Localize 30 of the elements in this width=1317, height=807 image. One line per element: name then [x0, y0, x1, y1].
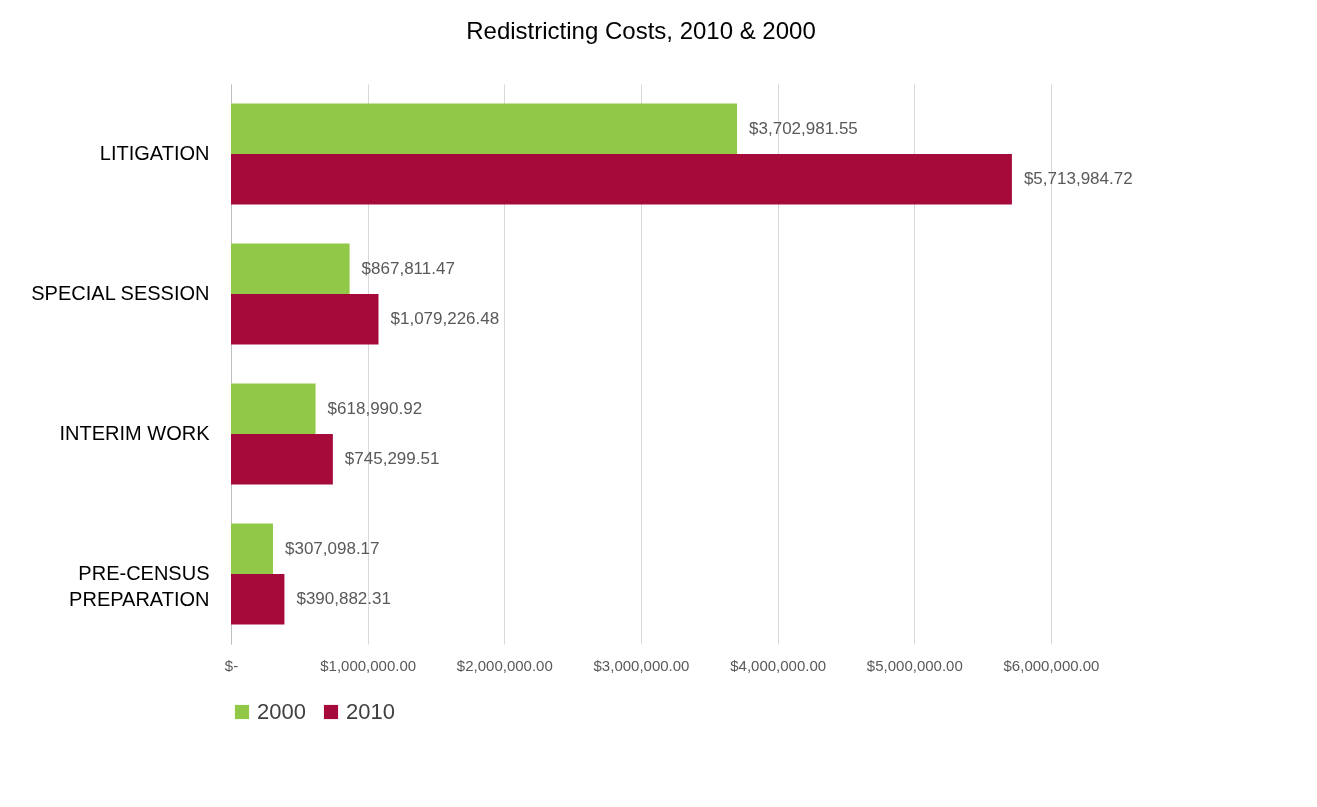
x-tick-label: $3,000,000.00 — [593, 656, 690, 674]
x-tick-label: $6,000,000.00 — [1003, 656, 1100, 674]
legend-label: 2010 — [346, 699, 395, 724]
y-tick-label: INTERIM WORK — [59, 422, 211, 444]
bar — [231, 383, 316, 434]
data-label: $3,702,981.55 — [749, 118, 858, 138]
data-label: $745,299.51 — [344, 449, 440, 469]
chart-title: Redistricting Costs, 2010 & 2000 — [466, 17, 816, 44]
data-label: $307,098.17 — [284, 538, 380, 558]
data-label: $867,811.47 — [361, 258, 455, 278]
x-tick-label: $- — [224, 656, 239, 674]
x-tick-label: $2,000,000.00 — [456, 656, 553, 674]
bar — [231, 103, 738, 154]
x-tick-label: $5,000,000.00 — [866, 656, 963, 674]
data-label: $1,079,226.48 — [390, 309, 500, 329]
bar — [231, 434, 333, 485]
x-tick-label: $1,000,000.00 — [320, 656, 417, 674]
y-tick-label: LITIGATION — [99, 142, 210, 164]
legend-label: 2000 — [257, 699, 306, 724]
data-label: $5,713,984.72 — [1023, 169, 1133, 189]
bar — [231, 523, 273, 574]
bar — [231, 154, 1012, 205]
bar — [231, 243, 350, 294]
y-tick-label: PRE-CENSUS PREPARATION — [69, 562, 210, 610]
data-label: $390,882.31 — [296, 589, 391, 609]
bar — [231, 574, 285, 625]
data-label: $618,990.92 — [327, 398, 423, 418]
bar — [231, 294, 379, 345]
x-tick-label: $4,000,000.00 — [730, 656, 827, 674]
y-tick-label: SPECIAL SESSION — [31, 282, 210, 304]
